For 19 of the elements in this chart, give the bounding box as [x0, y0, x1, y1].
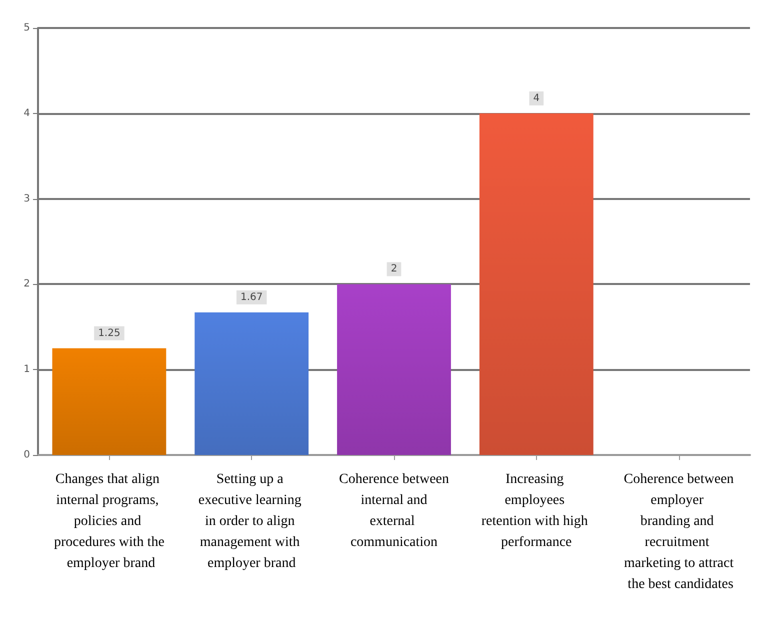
data-label: 1.67	[240, 292, 263, 303]
y-tick-label: 5	[24, 22, 30, 34]
bar	[479, 113, 594, 455]
bar	[337, 284, 451, 455]
bar	[194, 312, 309, 455]
x-tick-label: Coherence between employer branding and recruitment marketing to attract the best candidates	[624, 472, 734, 592]
y-tick-label: 4	[24, 108, 30, 119]
data-label: 1.25	[98, 328, 120, 339]
y-tick-label: 3	[24, 193, 30, 204]
y-tick-label: 1	[24, 364, 30, 376]
x-tick-label: Increasing employees retention with high performance	[481, 472, 592, 550]
x-tick-label: Setting up a executive learning in order to align management with employer brand	[198, 472, 305, 571]
y-tick-label: 0	[24, 450, 30, 460]
data-label: 2	[390, 264, 398, 275]
x-tick-label: Coherence between internal and external communication	[339, 472, 449, 550]
bar	[52, 348, 166, 455]
data-label: 4	[533, 92, 540, 104]
y-tick-label: 2	[24, 278, 30, 290]
x-tick-label: Changes that align internal programs, policies and procedures with the employer brand	[54, 472, 164, 571]
